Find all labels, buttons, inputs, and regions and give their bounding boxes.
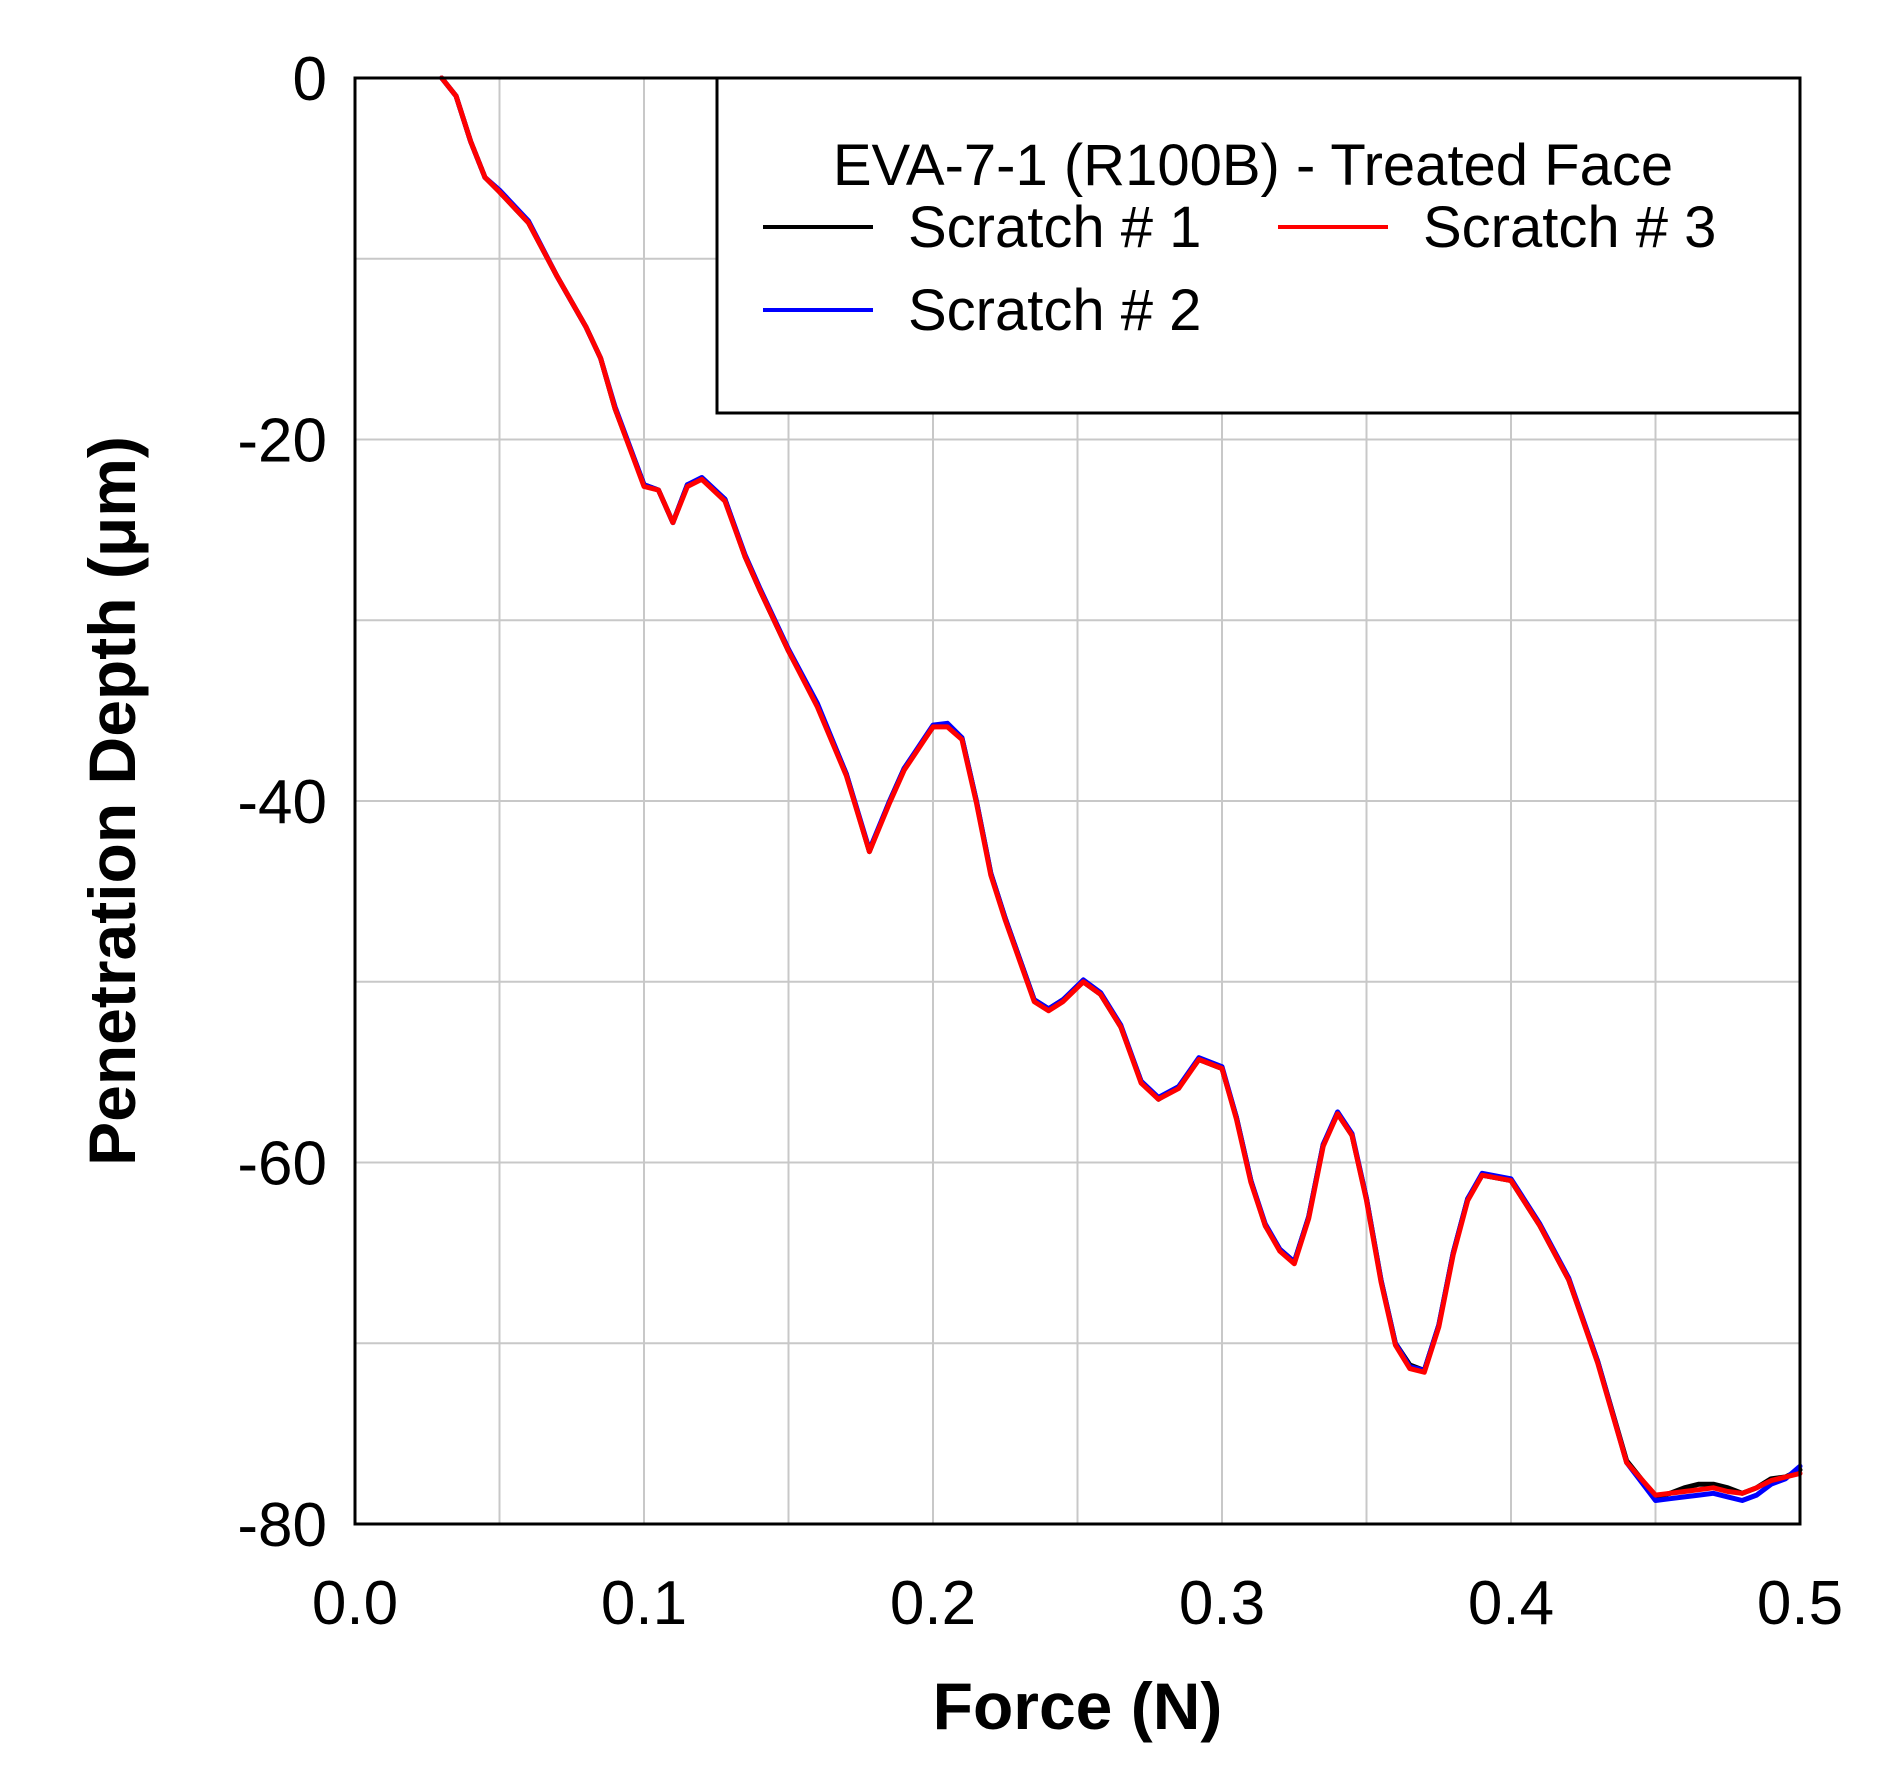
x-tick-label: 0.5 xyxy=(1757,1569,1843,1638)
x-axis-title: Force (N) xyxy=(933,1669,1223,1743)
legend-label-scratch-2: Scratch # 2 xyxy=(908,278,1201,343)
series-line-scratch-3 xyxy=(439,75,1803,1498)
x-tick-label: 0.2 xyxy=(890,1569,976,1638)
x-tick-label: 0.3 xyxy=(1179,1569,1265,1638)
x-tick-label: 0.1 xyxy=(601,1569,687,1638)
y-tick-label: -60 xyxy=(237,1130,327,1199)
y-tick-label: -20 xyxy=(237,407,327,476)
legend-title: EVA-7-1 (R100B) - Treated Face xyxy=(833,133,1673,198)
y-tick-label: -80 xyxy=(237,1491,327,1560)
y-tick-label: -40 xyxy=(237,768,327,837)
tick-labels: 0.0 0.1 0.2 0.3 0.4 0.5 0 -20 -40 -60 -80 xyxy=(237,45,1843,1638)
x-tick-label: 0.4 xyxy=(1468,1569,1554,1638)
legend-box xyxy=(715,76,1802,415)
x-tick-label: 0.0 xyxy=(312,1569,398,1638)
legend: EVA-7-1 (R100B) - Treated Face Scratch #… xyxy=(715,76,1802,415)
y-axis-title: Penetration Depth (μm) xyxy=(75,436,149,1166)
series-layer xyxy=(439,75,1803,1503)
legend-label-scratch-3: Scratch # 3 xyxy=(1423,195,1716,260)
y-tick-label: 0 xyxy=(293,45,327,114)
legend-label-scratch-1: Scratch # 1 xyxy=(908,195,1201,260)
